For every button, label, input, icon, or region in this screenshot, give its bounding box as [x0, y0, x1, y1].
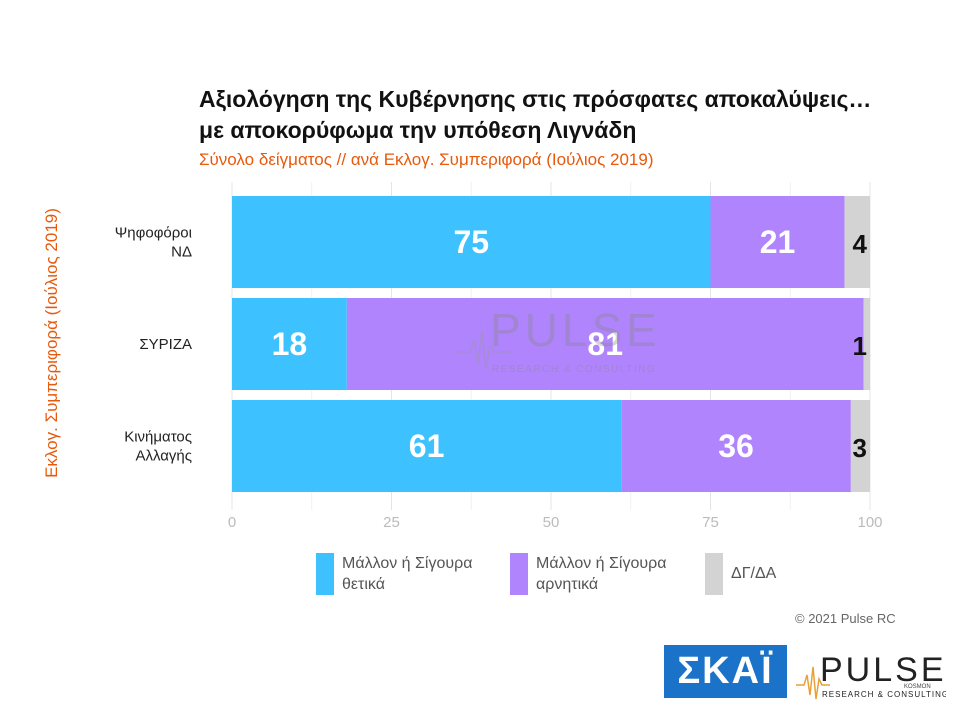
data-label: 81 — [587, 326, 623, 362]
copyright-text: © 2021 Pulse RC — [795, 611, 896, 626]
x-tick-label: 25 — [383, 514, 400, 531]
bar-segment — [621, 400, 851, 492]
data-label: 18 — [272, 326, 308, 362]
bar-segment — [844, 196, 870, 288]
legend-item-positive: Μάλλον ή Σίγουρα θετικά — [316, 553, 472, 595]
legend-swatch-dk — [705, 553, 723, 595]
legend-label-negative: Μάλλον ή Σίγουρα αρνητικά — [536, 555, 667, 593]
skai-logo-text: ΣΚΑΪ — [677, 650, 774, 692]
y-tick-label: ΣΥΡΙΖΑ — [139, 336, 192, 353]
data-label: 36 — [718, 428, 754, 464]
bar-segment — [863, 298, 870, 390]
bar-segment — [710, 196, 845, 288]
watermark-tagline: RESEARCH & CONSULTING — [492, 364, 656, 375]
y-tick-label: Κινήματος Αλλαγής — [124, 429, 192, 465]
bar-segment — [232, 400, 622, 492]
bar-segment — [232, 196, 711, 288]
chart-subtitle: Σύνολο δείγματος // ανά Εκλογ. Συμπεριφο… — [199, 150, 654, 169]
legend-item-dk: ΔΓ/ΔΑ — [705, 553, 776, 595]
pulse-logo: PULSE KOSMON RESEARCH & CONSULTING — [796, 651, 946, 700]
data-label: 1 — [853, 331, 867, 361]
legend-label-dk: ΔΓ/ΔΑ — [731, 565, 777, 582]
legend-item-negative: Μάλλον ή Σίγουρα αρνητικά — [510, 553, 666, 595]
data-label: 3 — [853, 433, 867, 463]
watermark-text: PULSE — [490, 304, 661, 356]
y-tick-label: Ψηφοφόροι ΝΔ — [115, 225, 192, 261]
data-label: 4 — [853, 229, 868, 259]
legend-swatch-positive — [316, 553, 334, 595]
pulse-logo-tagline: RESEARCH & CONSULTING — [822, 690, 946, 699]
x-tick-label: 50 — [543, 514, 560, 531]
pulse-watermark: PULSE RESEARCH & CONSULTING — [456, 304, 661, 375]
legend-swatch-negative — [510, 553, 528, 595]
x-tick-label: 100 — [857, 514, 882, 531]
data-label: 75 — [453, 224, 489, 260]
chart-title: Αξιολόγηση της Κυβέρνησης στις πρόσφατες… — [199, 86, 872, 143]
pulse-logo-text: PULSE — [820, 651, 946, 689]
x-tick-label: 75 — [702, 514, 719, 531]
x-tick-label: 0 — [228, 514, 236, 531]
pulse-logo-sub: KOSMON — [904, 684, 931, 690]
legend-label-positive: Μάλλον ή Σίγουρα θετικά — [342, 555, 473, 593]
bar-segment — [232, 298, 347, 390]
data-label: 61 — [409, 428, 445, 464]
skai-logo: ΣΚΑΪ — [664, 645, 787, 698]
data-label: 21 — [760, 224, 796, 260]
bar-segment — [346, 298, 864, 390]
bar-segment — [850, 400, 870, 492]
